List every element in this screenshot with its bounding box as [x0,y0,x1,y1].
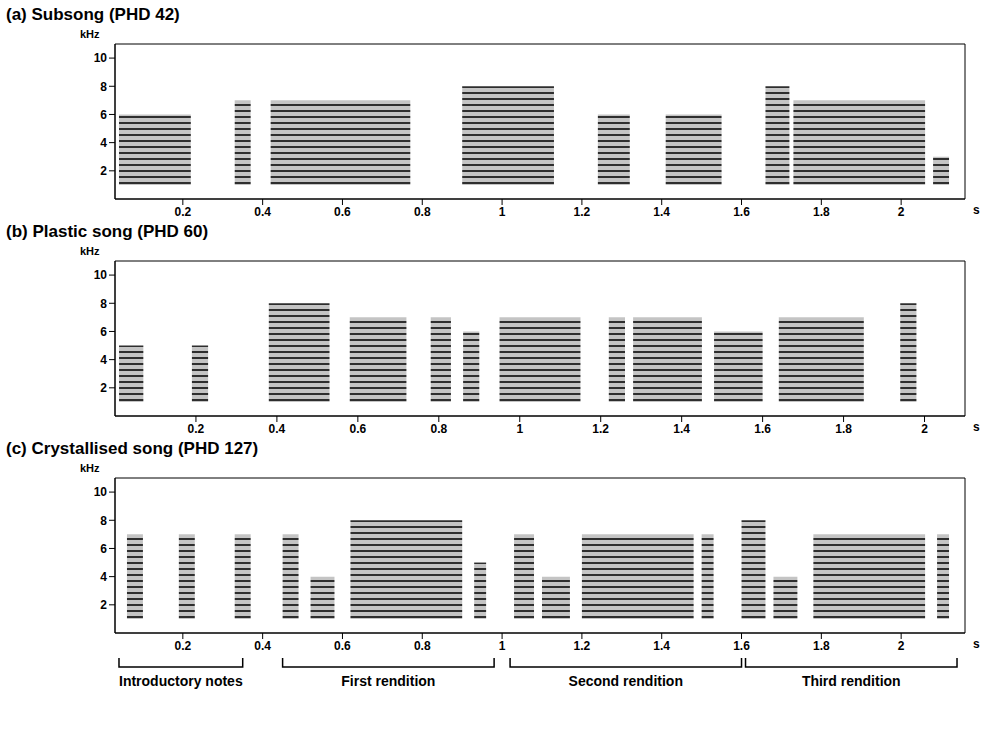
svg-text:8: 8 [100,297,107,311]
svg-text:1.2: 1.2 [574,639,591,653]
html-text:First rendition: First rendition [341,673,436,689]
html-text:kHz: kHz [80,462,100,474]
svg-text:1: 1 [516,422,523,436]
svg-text:10: 10 [94,51,108,65]
svg-text:4: 4 [100,353,107,367]
svg-text:1.4: 1.4 [673,422,690,436]
svg-text:0.6: 0.6 [334,639,351,653]
html-text:(a) Subsong (PHD 42): (a) Subsong (PHD 42) [6,5,180,24]
svg-text:6: 6 [100,325,107,339]
svg-text:1.8: 1.8 [813,639,830,653]
svg-text:s: s [973,203,980,217]
svg-text:0.8: 0.8 [430,422,447,436]
html-text:Second rendition: Second rendition [568,673,683,689]
svg-text:2: 2 [898,639,905,653]
svg-text:s: s [973,637,980,651]
svg-text:0.2: 0.2 [188,422,205,436]
svg-text:1.2: 1.2 [592,422,609,436]
svg-text:1: 1 [499,639,506,653]
svg-text:0.4: 0.4 [254,205,271,219]
svg-text:8: 8 [100,80,107,94]
svg-text:1: 1 [499,205,506,219]
html-text:kHz: kHz [80,28,100,40]
svg-text:2: 2 [100,381,107,395]
svg-text:s: s [973,420,980,434]
svg-text:0.4: 0.4 [254,639,271,653]
svg-text:2: 2 [100,164,107,178]
svg-text:2: 2 [921,422,928,436]
svg-text:10: 10 [94,485,108,499]
svg-text:1.6: 1.6 [733,205,750,219]
svg-text:0.6: 0.6 [350,422,367,436]
html-text:Third rendition: Third rendition [801,673,901,689]
svg-text:0.8: 0.8 [414,205,431,219]
svg-text:0.6: 0.6 [334,205,351,219]
svg-text:0.2: 0.2 [174,639,191,653]
html-text:(c) Crystallised song (PHD 127: (c) Crystallised song (PHD 127) [6,439,259,458]
svg-text:0.2: 0.2 [174,205,191,219]
svg-text:0.4: 0.4 [269,422,286,436]
svg-text:2: 2 [100,598,107,612]
html-text:Introductory notes: Introductory notes [119,673,243,689]
svg-text:1.2: 1.2 [574,205,591,219]
html-text:(b) Plastic song (PHD 60): (b) Plastic song (PHD 60) [6,222,209,241]
svg-text:6: 6 [100,108,107,122]
svg-text:1.6: 1.6 [733,639,750,653]
svg-text:0.8: 0.8 [414,639,431,653]
svg-text:8: 8 [100,514,107,528]
svg-text:1.4: 1.4 [653,639,670,653]
html-text:kHz: kHz [80,245,100,257]
svg-text:4: 4 [100,136,107,150]
svg-text:2: 2 [898,205,905,219]
svg-text:1.8: 1.8 [813,205,830,219]
svg-text:4: 4 [100,570,107,584]
svg-text:1.6: 1.6 [754,422,771,436]
svg-text:1.8: 1.8 [835,422,852,436]
svg-text:1.4: 1.4 [653,205,670,219]
svg-text:10: 10 [94,268,108,282]
svg-text:6: 6 [100,542,107,556]
